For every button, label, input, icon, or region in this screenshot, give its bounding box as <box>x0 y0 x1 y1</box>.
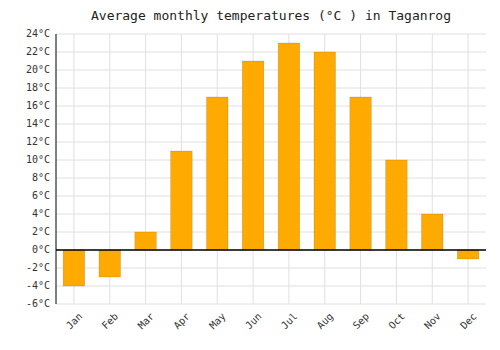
x-tick-label: Nov <box>422 311 443 332</box>
y-grid-line <box>56 286 486 287</box>
y-tick-label: 16°C <box>26 100 50 111</box>
y-tick-label: 12°C <box>26 136 50 147</box>
bar <box>278 43 300 250</box>
y-axis-line <box>56 34 57 304</box>
x-tick-label: May <box>207 311 228 332</box>
y-axis: -6°C -4°C -2°C 0°C 2°C 4°C 6°C 8°C 10°C 12°C 14°C 1… <box>26 28 50 309</box>
chart-svg: Average monthly temperatures (°C ) in Ta… <box>0 0 500 350</box>
x-grid-line <box>432 34 433 304</box>
bar <box>422 214 444 250</box>
y-tick-label: 4°C <box>32 208 50 219</box>
x-tick-label: Mar <box>136 311 157 332</box>
y-grid-line <box>56 304 486 305</box>
x-axis: Jan Feb Mar Apr May Jun Jul Aug Sep Oct Nov Dec <box>64 311 479 332</box>
bar <box>457 250 479 259</box>
bar <box>314 52 336 250</box>
y-tick-label: 22°C <box>26 46 50 57</box>
y-tick-label: -4°C <box>26 280 50 291</box>
y-tick-label: 20°C <box>26 64 50 75</box>
y-tick-label: 18°C <box>26 82 50 93</box>
bar <box>242 61 263 250</box>
bar <box>386 160 408 250</box>
y-grid-line <box>56 142 486 143</box>
y-tick-label: -2°C <box>26 262 50 273</box>
chart-container: Average monthly temperatures (°C ) in Ta… <box>0 0 500 350</box>
y-grid-line <box>56 106 486 107</box>
y-tick-label: 10°C <box>26 154 50 165</box>
bar <box>99 250 121 277</box>
y-grid-line <box>56 196 486 197</box>
x-tick-label: Sep <box>351 311 372 332</box>
y-grid-line <box>56 250 486 251</box>
x-tick-label: Jul <box>279 311 300 332</box>
zero-line <box>56 249 486 251</box>
y-tick-label: 0°C <box>32 244 50 255</box>
x-tick-label: Jan <box>64 311 85 332</box>
x-tick-label: Feb <box>100 311 121 332</box>
chart-title: Average monthly temperatures (°C ) in Ta… <box>91 8 451 23</box>
x-tick-label: Dec <box>458 311 479 332</box>
bar <box>63 250 85 286</box>
bar <box>207 97 229 250</box>
x-tick-label: Apr <box>171 311 192 332</box>
y-grid-line <box>56 70 486 71</box>
bar <box>350 97 372 250</box>
y-tick-label: 24°C <box>26 28 50 39</box>
y-grid-line <box>56 178 486 179</box>
y-tick-label: 8°C <box>32 172 50 183</box>
y-tick-label: -6°C <box>26 298 50 309</box>
y-tick-label: 2°C <box>32 226 50 237</box>
y-tick-label: 6°C <box>32 190 50 201</box>
y-grid-line <box>56 160 486 161</box>
y-grid-line <box>56 52 486 53</box>
bar <box>135 232 157 250</box>
grid <box>56 34 486 304</box>
x-tick-label: Aug <box>315 311 336 332</box>
y-grid-line <box>56 88 486 89</box>
x-grid-line <box>468 34 469 304</box>
bar <box>171 151 193 250</box>
y-grid-line <box>56 34 486 35</box>
x-tick-label: Jun <box>243 311 264 332</box>
x-tick-label: Oct <box>386 311 407 332</box>
x-grid-line <box>145 34 146 304</box>
y-tick-label: 14°C <box>26 118 50 129</box>
y-grid-line <box>56 124 486 125</box>
